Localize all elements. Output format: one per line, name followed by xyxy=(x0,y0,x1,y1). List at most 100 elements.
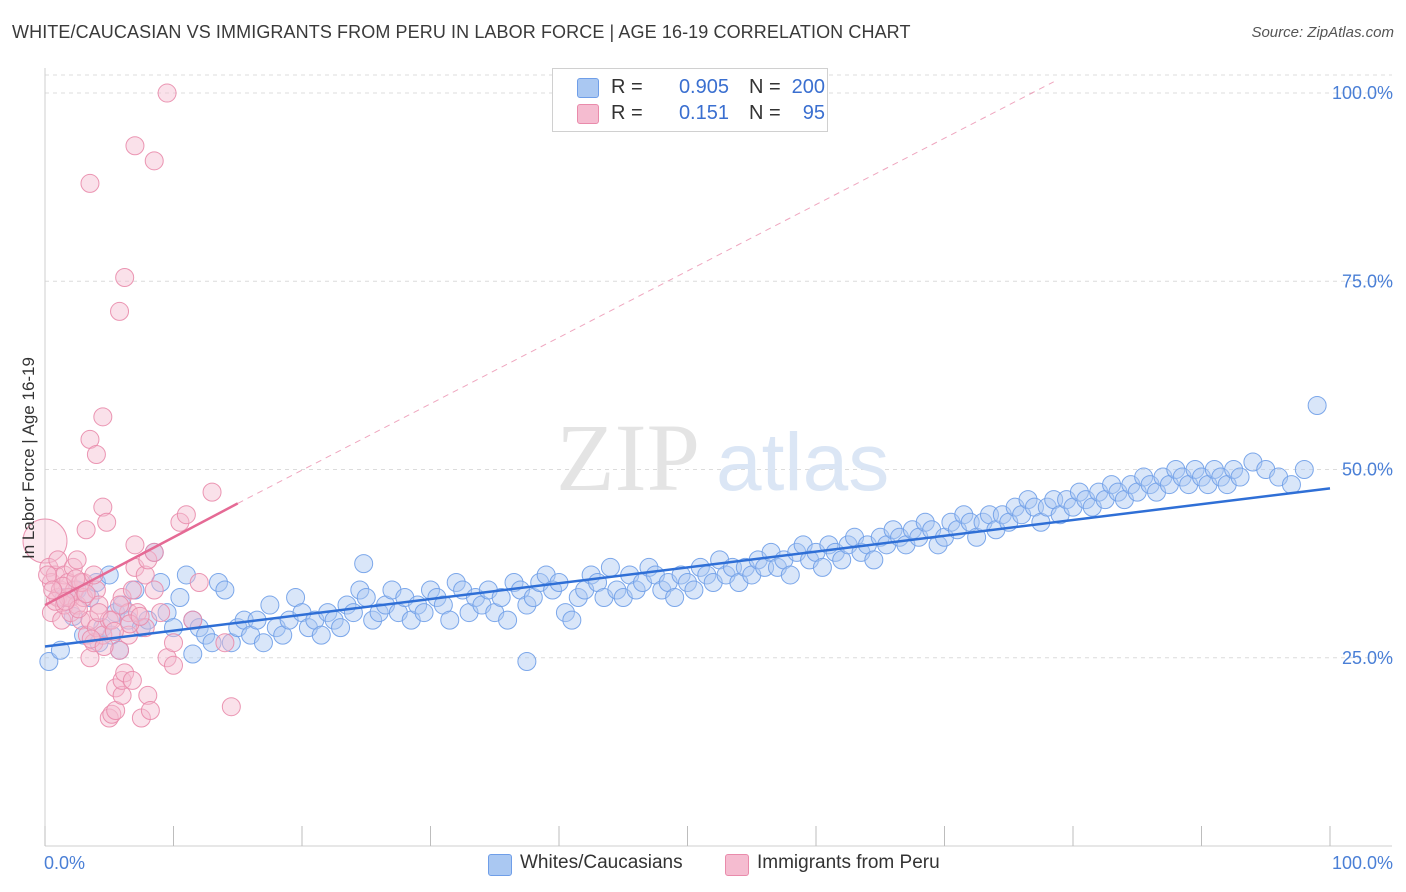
point-peru xyxy=(102,610,122,630)
y-tick-label: 25.0% xyxy=(1342,648,1393,668)
point-whites xyxy=(1230,467,1250,487)
trend-line-whites xyxy=(44,487,1331,648)
point-whites xyxy=(1185,460,1205,480)
point-whites xyxy=(215,580,235,600)
point-whites xyxy=(864,550,884,570)
point-whites xyxy=(151,572,171,592)
point-whites xyxy=(1281,475,1301,495)
point-whites xyxy=(1224,460,1244,480)
point-whites xyxy=(1102,475,1122,495)
point-peru xyxy=(176,505,196,525)
point-peru xyxy=(140,700,160,720)
point-whites xyxy=(562,610,582,630)
trend-lines xyxy=(44,81,1331,648)
tick-labels: 25.0% 50.0% 75.0% 100.0% 0.0% 100.0% xyxy=(44,83,1393,873)
point-peru xyxy=(102,704,122,724)
point-peru xyxy=(157,83,177,103)
point-peru xyxy=(115,268,135,288)
point-peru xyxy=(99,708,119,728)
point-peru xyxy=(104,621,124,641)
legend-label-peru: Immigrants from Peru xyxy=(757,852,940,873)
point-whites xyxy=(343,603,363,623)
point-whites xyxy=(915,512,935,532)
point-whites xyxy=(780,565,800,585)
point-peru xyxy=(215,633,235,653)
point-peru xyxy=(93,497,113,517)
point-peru xyxy=(67,550,87,570)
point-peru xyxy=(89,595,109,615)
legend-n-label: N = xyxy=(749,102,781,124)
point-whites xyxy=(671,565,691,585)
point-peru xyxy=(43,580,63,600)
axes xyxy=(44,68,1392,847)
point-whites xyxy=(253,633,273,653)
point-peru xyxy=(22,518,68,564)
legend-swatch-whites xyxy=(577,78,599,98)
legend-r-label: R = xyxy=(611,76,643,98)
point-whites xyxy=(883,520,903,540)
point-peru xyxy=(122,580,142,600)
point-whites xyxy=(208,572,228,592)
legend-n-value: 200 xyxy=(791,76,825,98)
point-peru xyxy=(76,520,96,540)
point-whites xyxy=(1069,482,1089,502)
point-peru xyxy=(135,618,155,638)
point-whites xyxy=(568,588,588,608)
point-peru xyxy=(110,595,130,615)
point-whites xyxy=(363,610,383,630)
source-label: Source: ZipAtlas.com xyxy=(1251,24,1394,41)
legend-n-value: 95 xyxy=(802,102,825,124)
stats-legend: R = 0.905 N = 200 R = 0.151 N = 95 xyxy=(552,68,828,132)
legend-n-label: N = xyxy=(749,76,781,98)
point-peru xyxy=(128,603,148,623)
point-peru xyxy=(164,655,183,675)
point-whites xyxy=(517,595,537,615)
legend-swatch-whites xyxy=(488,854,512,876)
point-whites xyxy=(311,625,331,645)
legend-swatch-peru xyxy=(725,854,749,876)
point-whites xyxy=(183,644,203,664)
watermark-atlas: atlas xyxy=(716,417,889,508)
point-whites xyxy=(414,603,434,623)
y-tick-label: 100.0% xyxy=(1332,83,1393,103)
point-whites xyxy=(607,580,627,600)
point-whites xyxy=(170,588,190,608)
point-whites xyxy=(350,580,370,600)
point-whites xyxy=(684,580,704,600)
point-peru xyxy=(151,603,171,623)
point-whites xyxy=(1018,490,1038,510)
legend-r-value: 0.905 xyxy=(678,76,729,98)
point-peru xyxy=(130,606,150,626)
watermark: ZIP atlas xyxy=(556,404,889,511)
point-peru xyxy=(80,648,100,668)
point-whites xyxy=(812,557,832,577)
point-peru xyxy=(115,663,135,683)
point-whites xyxy=(678,572,697,592)
point-whites xyxy=(498,610,518,630)
point-peru xyxy=(221,697,241,717)
legend-swatch-peru xyxy=(577,104,599,124)
point-whites xyxy=(1134,467,1154,487)
y-tick-label: 75.0% xyxy=(1342,271,1393,291)
y-axis-label: In Labor Force | Age 16-19 xyxy=(19,357,38,559)
point-whites xyxy=(1294,460,1314,480)
y-tick-label: 50.0% xyxy=(1342,460,1393,480)
point-peru xyxy=(189,572,209,592)
point-peru xyxy=(97,512,117,532)
point-whites xyxy=(665,588,685,608)
point-peru xyxy=(93,407,113,427)
point-whites xyxy=(954,505,974,525)
x-tick-label: 100.0% xyxy=(1332,853,1393,873)
chart-title: WHITE/CAUCASIAN VS IMMIGRANTS FROM PERU … xyxy=(12,22,911,42)
point-peru xyxy=(110,301,130,321)
point-whites xyxy=(555,603,575,623)
point-whites xyxy=(491,588,511,608)
point-peru xyxy=(112,670,132,690)
point-whites xyxy=(1166,460,1186,480)
point-whites xyxy=(446,572,466,592)
point-peru xyxy=(138,685,158,705)
point-peru xyxy=(86,580,106,600)
point-peru xyxy=(112,685,132,705)
legend-r-label: R = xyxy=(611,102,643,124)
